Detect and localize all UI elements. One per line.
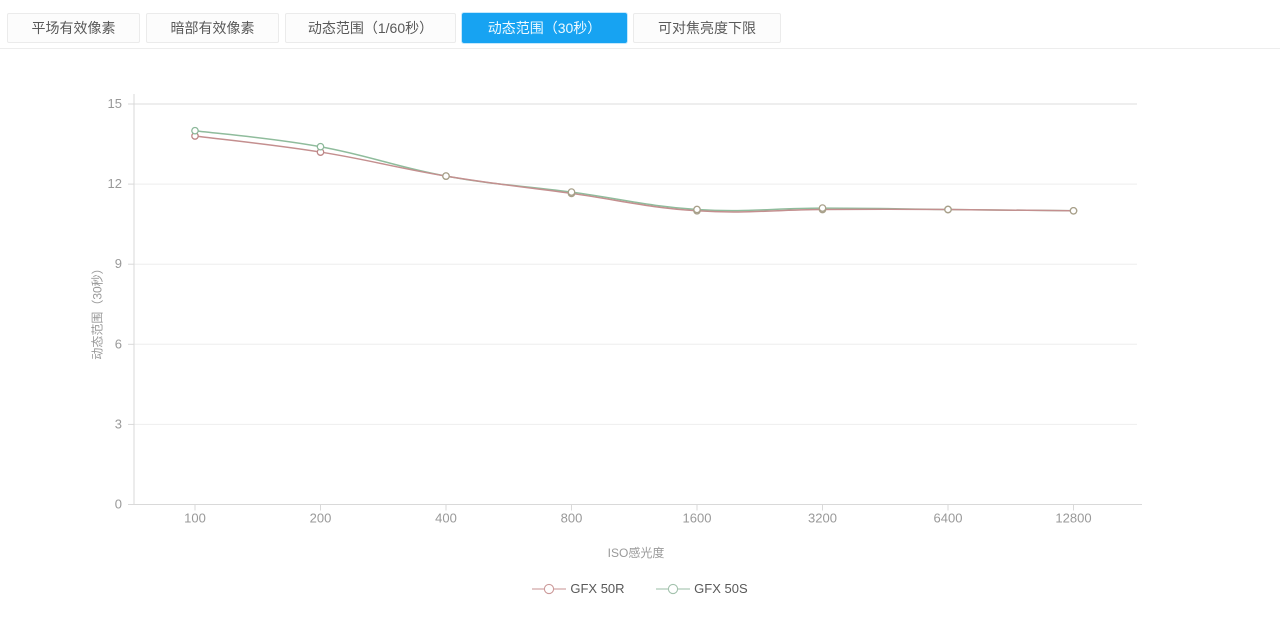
svg-text:800: 800 [561, 511, 583, 526]
svg-text:3: 3 [115, 416, 122, 431]
svg-text:6: 6 [115, 336, 122, 351]
svg-text:9: 9 [115, 256, 122, 271]
svg-text:6400: 6400 [934, 511, 963, 526]
svg-text:200: 200 [310, 511, 332, 526]
svg-text:400: 400 [435, 511, 457, 526]
svg-text:15: 15 [108, 96, 122, 111]
svg-text:1600: 1600 [683, 511, 712, 526]
svg-text:12800: 12800 [1055, 511, 1091, 526]
svg-text:3200: 3200 [808, 511, 837, 526]
svg-text:0: 0 [115, 497, 122, 512]
svg-text:12: 12 [108, 176, 122, 191]
svg-text:100: 100 [184, 511, 206, 526]
